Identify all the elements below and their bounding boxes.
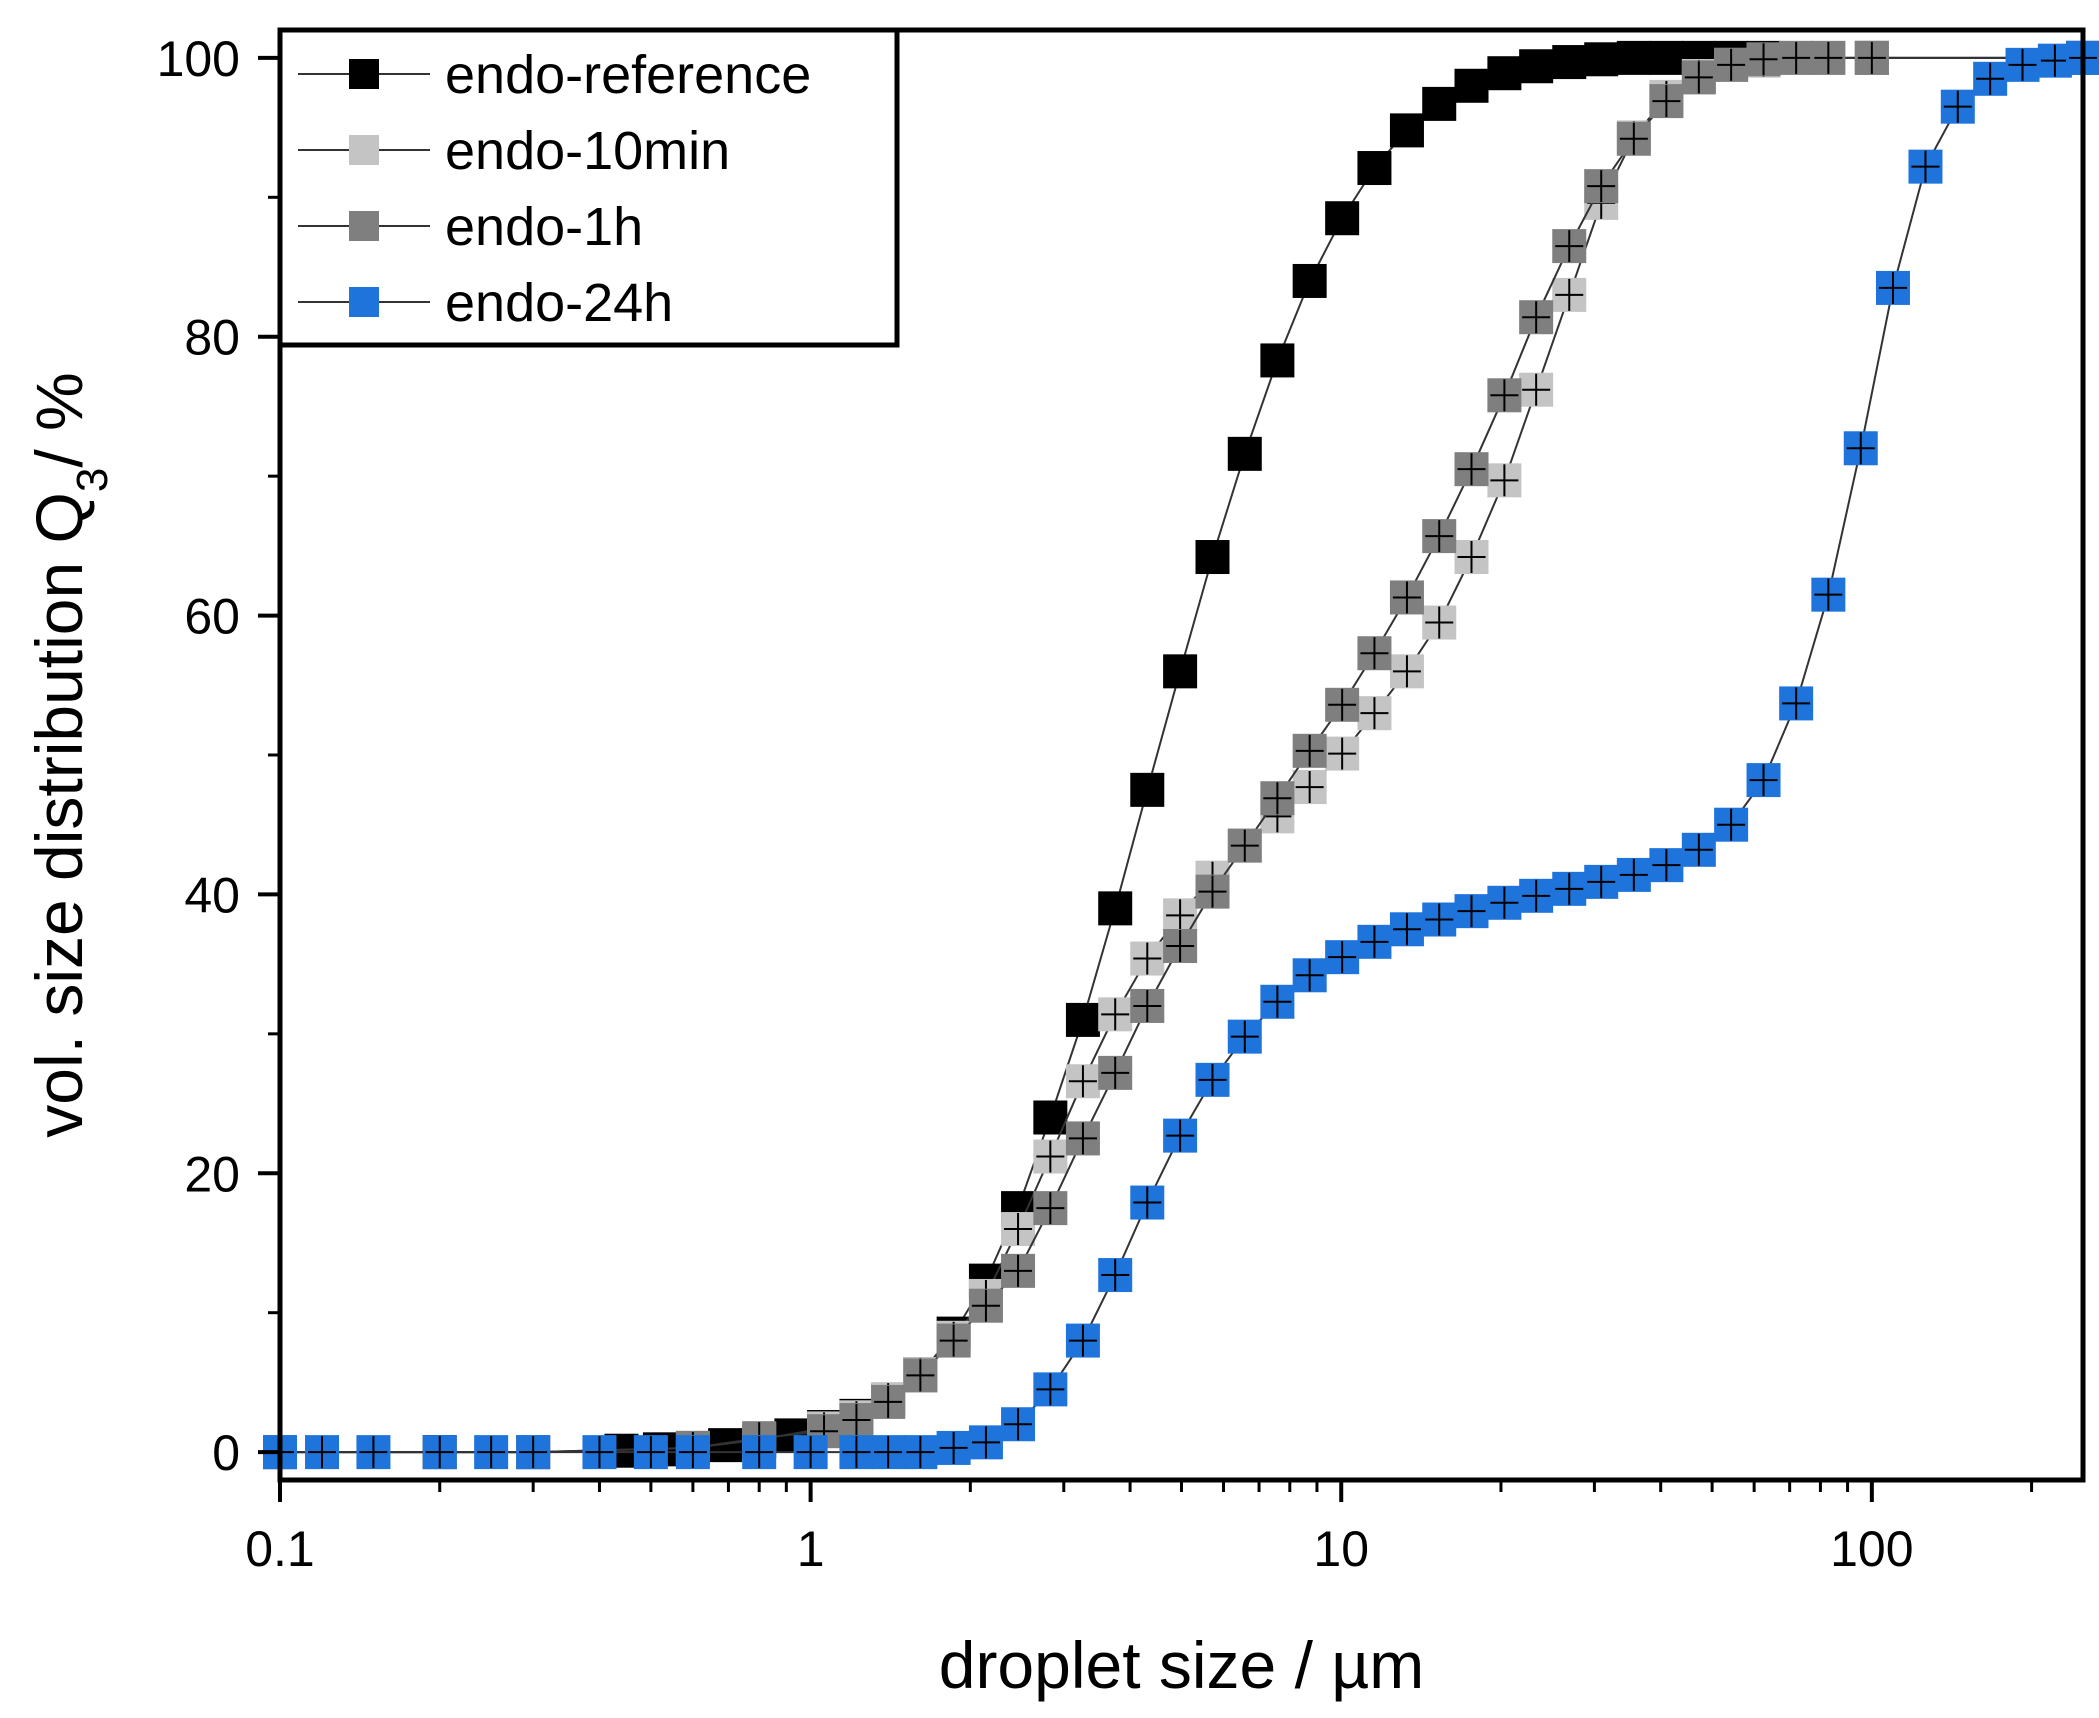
- x-axis-title: droplet size / µm: [939, 1628, 1425, 1702]
- legend: endo-reference endo-10min endo-1h endo-24h: [277, 27, 900, 348]
- legend-marker: [349, 135, 379, 165]
- legend-label: endo-24h: [445, 273, 673, 333]
- x-tick-label: 1: [797, 1521, 825, 1577]
- legend-label: endo-reference: [445, 45, 811, 105]
- y-tick-label: 80: [184, 310, 240, 366]
- y-axis-title-subscript: 3: [68, 468, 117, 492]
- legend-label: endo-10min: [445, 121, 730, 181]
- x-tick-label: 100: [1830, 1521, 1913, 1577]
- data-point: [1519, 49, 1554, 84]
- y-axis-title-main: vol. size distribution Q: [22, 492, 96, 1138]
- y-tick-label: 40: [184, 867, 240, 923]
- legend-label: endo-1h: [445, 197, 643, 257]
- legend-entry-endo-1h: endo-1h: [298, 197, 643, 257]
- data-point: [1649, 40, 1684, 75]
- x-tick-label: 0.1: [245, 1521, 315, 1577]
- legend-entry-endo-10min: endo-10min: [298, 121, 730, 181]
- y-tick-label: 0: [212, 1425, 240, 1481]
- x-tick-label: 10: [1313, 1521, 1369, 1577]
- y-tick-label: 100: [157, 31, 240, 87]
- series-layer: [263, 40, 2099, 1470]
- data-point: [1552, 45, 1587, 80]
- data-point: [1616, 40, 1651, 75]
- legend-box: [277, 27, 900, 348]
- legend-marker: [349, 59, 379, 89]
- y-axis-title: vol. size distribution Q3/ %: [22, 372, 117, 1137]
- data-point: [1584, 42, 1619, 77]
- legend-marker: [349, 211, 379, 241]
- y-tick-label: 20: [184, 1146, 240, 1202]
- legend-entry-endo-24h: endo-24h: [298, 273, 673, 333]
- series-endo-24h: [263, 40, 2099, 1470]
- legend-marker: [349, 287, 379, 317]
- y-tick-label: 60: [184, 589, 240, 645]
- legend-entry-endo-reference: endo-reference: [298, 45, 811, 105]
- tick-layer: 0.1 1 10 100 0 20 40 60 80 100: [157, 31, 2034, 1577]
- y-axis-title-tail: / %: [22, 372, 96, 467]
